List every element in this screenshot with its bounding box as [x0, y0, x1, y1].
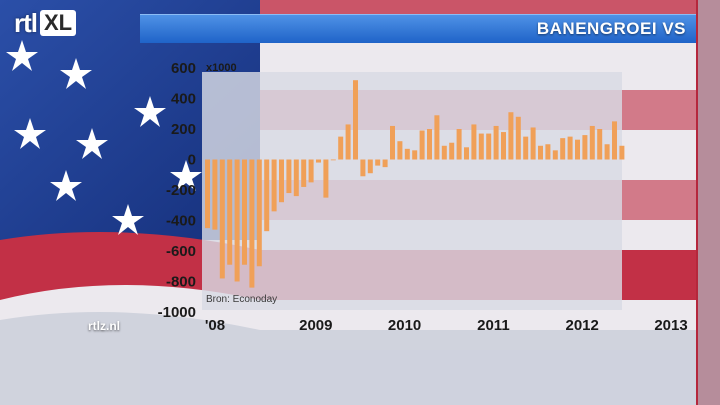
bar — [256, 159, 262, 267]
bar — [486, 133, 492, 160]
bar — [604, 144, 610, 160]
x-tick-label: 2011 — [477, 317, 510, 334]
bar — [456, 129, 462, 160]
y-tick-label: 200 — [171, 121, 196, 138]
bar — [612, 121, 617, 160]
bar — [530, 127, 536, 160]
x-tick-label: 2013 — [654, 317, 687, 334]
title-bar: BANENGROEI VS — [140, 14, 696, 43]
bar — [264, 159, 270, 232]
bar — [382, 159, 388, 168]
y-tick-label: -800 — [166, 274, 196, 291]
bar — [545, 144, 551, 160]
bar — [508, 112, 514, 160]
bar — [404, 148, 410, 160]
bar — [419, 130, 425, 160]
site-url: rtlz.nl — [88, 319, 120, 333]
bar — [575, 139, 580, 160]
bar — [205, 159, 210, 229]
bar — [301, 159, 307, 187]
bar — [619, 145, 625, 160]
bar — [464, 147, 469, 160]
bar — [271, 159, 277, 212]
lower-panel — [140, 350, 696, 405]
bar — [338, 136, 344, 160]
bar — [449, 142, 455, 160]
logo-text: rtl — [14, 7, 38, 38]
y-tick-label: 400 — [171, 91, 196, 108]
bar — [219, 159, 225, 279]
bar — [434, 115, 440, 160]
bar — [471, 124, 477, 160]
rtl-xl-logo: rtl XL — [14, 7, 77, 38]
y-tick-label: -400 — [166, 213, 196, 230]
bar — [397, 141, 403, 160]
bar — [582, 135, 588, 160]
bar — [286, 159, 292, 194]
bar — [353, 80, 358, 160]
bar — [478, 133, 484, 160]
y-tick-label: -600 — [166, 243, 196, 260]
bar — [242, 159, 247, 265]
x-tick-label: '08 — [205, 317, 225, 334]
bar — [567, 136, 573, 160]
bar — [360, 159, 366, 177]
bar — [538, 145, 543, 160]
x-tick-label: 2010 — [388, 317, 421, 334]
bar — [330, 159, 336, 161]
bar — [560, 138, 566, 160]
y-tick-label: 0 — [188, 152, 196, 169]
x-tick-label: 2012 — [566, 317, 599, 334]
bar — [367, 159, 373, 174]
x-tick-label: 2009 — [299, 317, 332, 334]
bar — [308, 159, 314, 183]
logo-badge: XL — [40, 10, 77, 36]
bar — [493, 125, 499, 160]
y-tick-label: -200 — [166, 182, 196, 199]
bar — [293, 159, 299, 197]
bar — [523, 136, 529, 160]
bar — [412, 150, 418, 160]
bar — [589, 125, 595, 160]
bar — [279, 159, 284, 203]
bar — [597, 129, 603, 160]
page-title: BANENGROEI VS — [536, 19, 686, 38]
bar — [515, 116, 521, 160]
bar — [316, 159, 321, 163]
bar — [212, 159, 218, 230]
bar — [427, 129, 432, 160]
y-tick-label: -1000 — [158, 304, 196, 321]
bar — [375, 159, 381, 166]
unit-label: x1000 — [206, 62, 237, 74]
bar — [234, 159, 240, 282]
bar — [441, 145, 447, 160]
bar — [552, 150, 558, 160]
y-tick-label: 600 — [171, 60, 196, 77]
bar — [501, 132, 506, 160]
bar — [390, 125, 395, 160]
bar — [227, 159, 233, 265]
bar — [345, 124, 351, 160]
bar — [323, 159, 329, 198]
source-label: Bron: Econoday — [206, 294, 277, 305]
bar — [249, 159, 255, 288]
